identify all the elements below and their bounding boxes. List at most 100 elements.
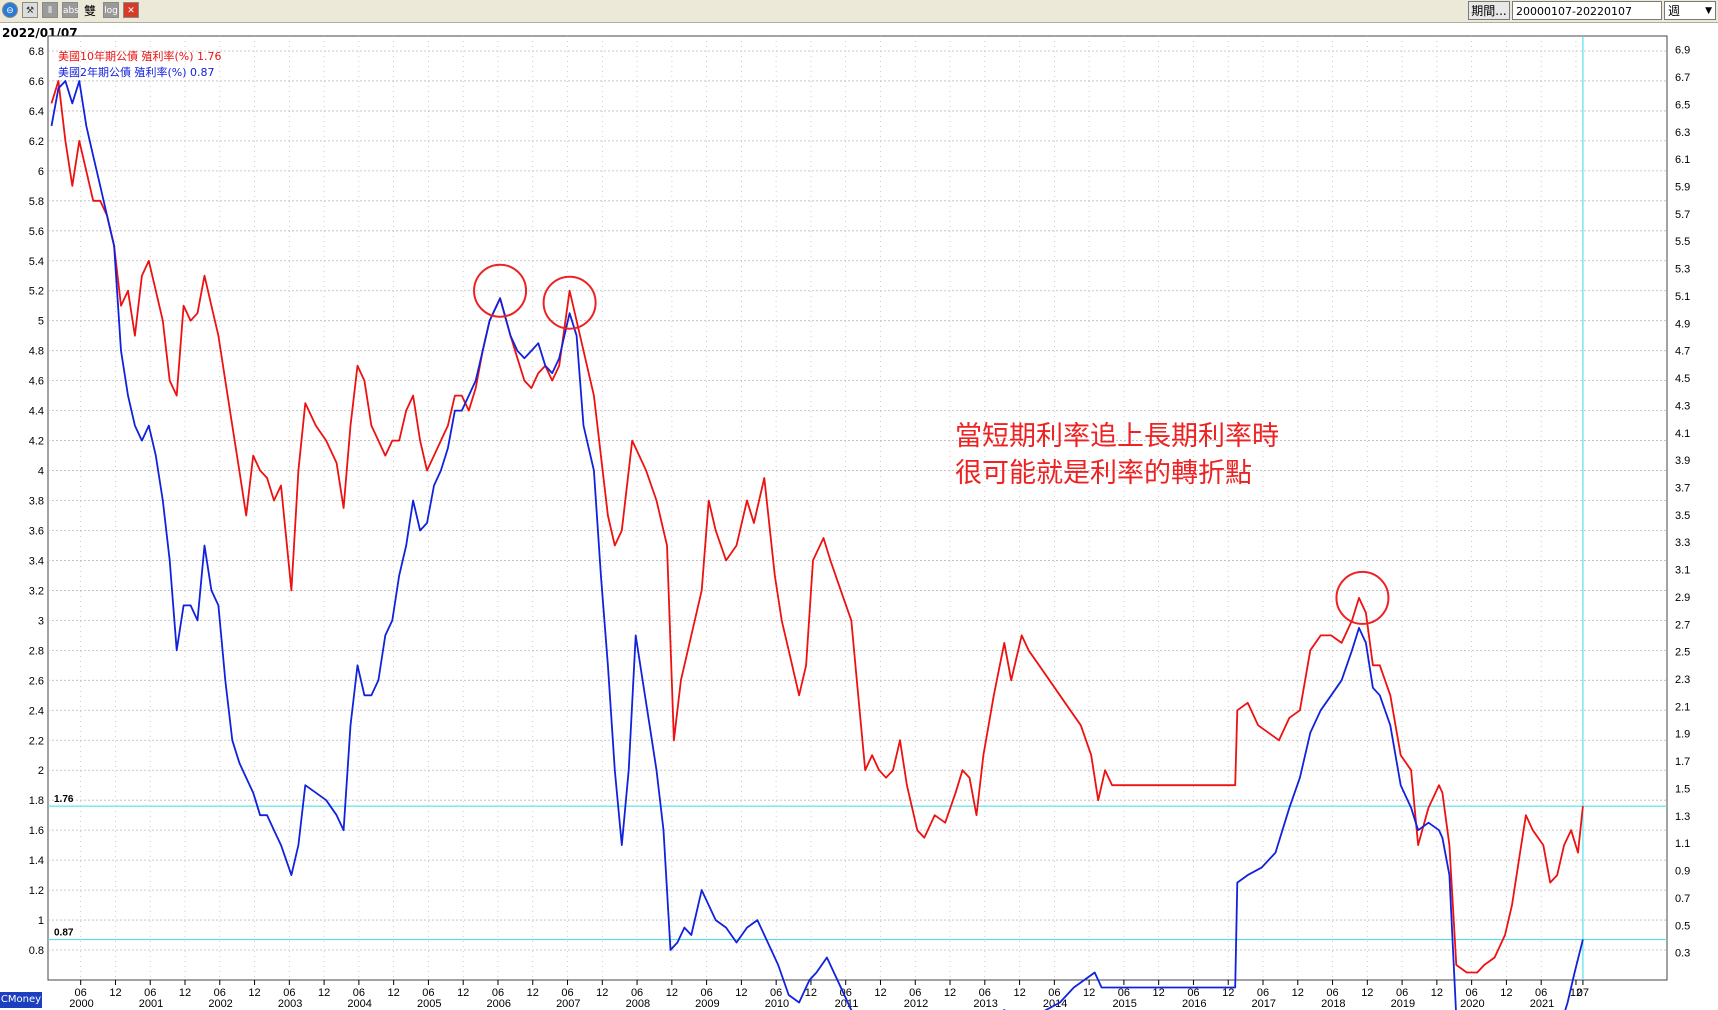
right-tick-label: 3.5 bbox=[1675, 510, 1690, 522]
left-tick-label: 6 bbox=[38, 166, 44, 178]
highlight-circle bbox=[473, 263, 528, 318]
left-tick-label: 2.4 bbox=[29, 705, 44, 717]
year-tick-label: 2019 bbox=[1391, 998, 1415, 1010]
circle-icon[interactable]: ⊖ bbox=[2, 2, 18, 18]
annotation-line-2: 很可能就是利率的轉折點 bbox=[955, 458, 1252, 489]
year-tick-label: 2001 bbox=[139, 998, 163, 1010]
right-tick-label: 6.3 bbox=[1675, 127, 1690, 139]
left-tick-label: 6.2 bbox=[29, 136, 44, 148]
month-tick-label: 07 bbox=[1577, 987, 1589, 999]
month-tick-label: 06 bbox=[1396, 987, 1408, 999]
left-tick-label: 1 bbox=[38, 915, 44, 927]
month-tick-label: 06 bbox=[144, 987, 156, 999]
month-tick-label: 12 bbox=[596, 987, 608, 999]
month-tick-label: 06 bbox=[214, 987, 226, 999]
left-tick-label: 3.2 bbox=[29, 585, 44, 597]
month-tick-label: 06 bbox=[1048, 987, 1060, 999]
period-input[interactable]: 20000107-20220107 bbox=[1512, 1, 1662, 20]
month-tick-label: 12 bbox=[1500, 987, 1512, 999]
month-tick-label: 06 bbox=[1326, 987, 1338, 999]
reference-label: 1.76 bbox=[54, 794, 74, 805]
right-tick-label: 1.5 bbox=[1675, 783, 1690, 795]
double-button[interactable]: 雙 bbox=[84, 4, 97, 18]
year-tick-label: 2021 bbox=[1530, 998, 1554, 1010]
series-line bbox=[50, 80, 1584, 1010]
month-tick-label: 12 bbox=[248, 987, 260, 999]
year-tick-label: 2002 bbox=[208, 998, 232, 1010]
series-line bbox=[50, 80, 1584, 974]
month-tick-label: 06 bbox=[422, 987, 434, 999]
right-tick-label: 4.5 bbox=[1675, 373, 1690, 385]
frequency-select[interactable]: 週 ▼ bbox=[1664, 1, 1716, 20]
close-icon[interactable]: ✕ bbox=[123, 2, 139, 18]
year-tick-label: 2007 bbox=[556, 998, 580, 1010]
left-tick-label: 1.2 bbox=[29, 885, 44, 897]
year-tick-label: 2016 bbox=[1182, 998, 1206, 1010]
year-tick-label: 2014 bbox=[1043, 998, 1067, 1010]
left-tick-label: 1.4 bbox=[29, 855, 44, 867]
month-tick-label: 06 bbox=[1257, 987, 1269, 999]
left-tick-label: 4.4 bbox=[29, 406, 44, 418]
abs-button[interactable]: abs bbox=[62, 2, 79, 18]
period-button[interactable]: 期間... bbox=[1468, 1, 1510, 20]
left-tick-label: 3.6 bbox=[29, 525, 44, 537]
month-tick-label: 06 bbox=[353, 987, 365, 999]
left-tick-label: 3.8 bbox=[29, 496, 44, 508]
month-tick-label: 12 bbox=[1361, 987, 1373, 999]
month-tick-label: 12 bbox=[805, 987, 817, 999]
left-tick-label: 1.8 bbox=[29, 795, 44, 807]
left-tick-label: 4 bbox=[38, 466, 44, 478]
adjust-icon[interactable]: ⫴ bbox=[42, 2, 58, 18]
right-tick-label: 0.3 bbox=[1675, 948, 1690, 960]
month-tick-label: 12 bbox=[318, 987, 330, 999]
right-tick-label: 4.3 bbox=[1675, 400, 1690, 412]
year-tick-label: 2006 bbox=[487, 998, 511, 1010]
month-tick-label: 06 bbox=[1466, 987, 1478, 999]
right-tick-label: 5.7 bbox=[1675, 209, 1690, 221]
year-tick-label: 2010 bbox=[765, 998, 789, 1010]
right-tick-label: 4.1 bbox=[1675, 428, 1690, 440]
month-tick-label: 06 bbox=[1535, 987, 1547, 999]
left-tick-label: 4.2 bbox=[29, 436, 44, 448]
month-tick-label: 12 bbox=[457, 987, 469, 999]
year-tick-label: 2000 bbox=[69, 998, 93, 1010]
right-tick-label: 6.5 bbox=[1675, 99, 1690, 111]
left-tick-label: 5.6 bbox=[29, 226, 44, 238]
left-tick-label: 5.2 bbox=[29, 286, 44, 298]
month-tick-label: 06 bbox=[492, 987, 504, 999]
left-tick-label: 3.4 bbox=[29, 555, 44, 567]
year-tick-label: 2018 bbox=[1321, 998, 1345, 1010]
year-tick-label: 2004 bbox=[347, 998, 371, 1010]
month-tick-label: 06 bbox=[909, 987, 921, 999]
left-tick-label: 5.8 bbox=[29, 196, 44, 208]
year-tick-label: 2017 bbox=[1252, 998, 1276, 1010]
right-tick-label: 1.7 bbox=[1675, 756, 1690, 768]
left-tick-label: 2 bbox=[38, 765, 44, 777]
month-tick-label: 12 bbox=[1431, 987, 1443, 999]
month-tick-label: 12 bbox=[109, 987, 121, 999]
cmoney-logo: CMoney bbox=[0, 992, 42, 1008]
right-tick-label: 4.9 bbox=[1675, 318, 1690, 330]
left-tick-label: 6.6 bbox=[29, 76, 44, 88]
left-tick-label: 1.6 bbox=[29, 825, 44, 837]
right-tick-label: 0.7 bbox=[1675, 893, 1690, 905]
left-tick-label: 0.8 bbox=[29, 945, 44, 957]
month-tick-label: 06 bbox=[700, 987, 712, 999]
month-tick-label: 06 bbox=[1118, 987, 1130, 999]
year-tick-label: 2011 bbox=[835, 998, 859, 1010]
month-tick-label: 06 bbox=[561, 987, 573, 999]
log-button[interactable]: log bbox=[103, 2, 119, 18]
right-tick-label: 2.7 bbox=[1675, 619, 1690, 631]
hammer-icon[interactable]: ⚒ bbox=[22, 2, 38, 18]
plot-frame bbox=[47, 35, 1668, 981]
month-tick-label: 06 bbox=[1187, 987, 1199, 999]
chevron-down-icon: ▼ bbox=[1705, 6, 1712, 16]
month-tick-label: 06 bbox=[631, 987, 643, 999]
right-tick-label: 3.7 bbox=[1675, 482, 1690, 494]
left-tick-label: 4.6 bbox=[29, 376, 44, 388]
left-tick-label: 2.6 bbox=[29, 675, 44, 687]
right-tick-label: 6.1 bbox=[1675, 154, 1690, 166]
left-tick-label: 5 bbox=[38, 316, 44, 328]
year-tick-label: 2013 bbox=[973, 998, 997, 1010]
